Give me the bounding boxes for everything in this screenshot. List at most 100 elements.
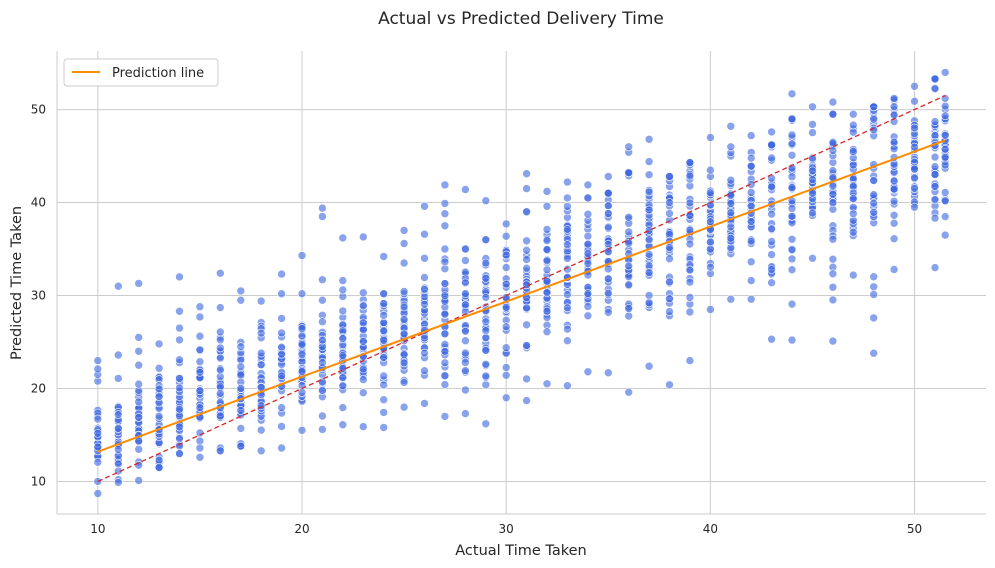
data-point [930,74,940,84]
data-point [277,403,286,412]
data-point [195,436,205,446]
data-point [114,281,123,291]
data-point [338,403,348,412]
data-point [746,257,756,267]
data-point [175,449,184,458]
data-point [644,170,654,179]
data-point [869,348,879,358]
data-point [358,388,368,398]
data-point [828,146,838,155]
data-point [808,166,817,176]
data-point [236,295,246,305]
x-tick-label: 40 [703,522,718,536]
data-point [134,444,143,454]
data-point [828,109,838,119]
data-point [318,212,327,221]
data-point [930,84,940,93]
x-tick-label: 10 [90,522,105,536]
data-point [767,224,776,233]
data-point [501,322,511,332]
data-point [726,294,736,304]
data-point [726,233,736,243]
data-point [583,259,593,268]
data-point [440,244,450,254]
data-point [828,97,838,107]
data-point [583,180,593,190]
data-point [379,289,389,299]
data-point [930,195,940,204]
data-point [665,198,674,207]
data-point [563,336,572,346]
data-point [134,279,143,288]
data-point [379,335,389,345]
data-point [216,327,225,337]
data-point [440,257,450,267]
data-point [175,306,184,316]
data-point [379,252,389,261]
data-point [379,299,389,308]
data-point [256,328,266,338]
data-point [746,236,756,246]
data-point [542,187,552,196]
data-point [624,304,634,313]
data-point [399,329,409,339]
data-point [93,364,103,374]
data-point [440,346,450,356]
data-point [134,460,143,470]
data-point [236,406,246,415]
data-point [236,370,246,380]
data-point [583,249,593,258]
data-point [767,140,776,150]
data-point [399,239,409,248]
data-point [930,162,940,171]
data-point [277,314,286,323]
data-point [522,396,531,405]
data-point [297,350,307,359]
data-point [93,356,103,365]
data-point [726,142,736,152]
data-point [420,273,429,282]
data-point [828,198,838,207]
data-point [399,350,409,360]
data-point [542,379,552,389]
data-point [644,268,654,277]
data-point [379,380,389,390]
data-point [134,333,143,342]
ideal-reference-line [97,95,946,483]
data-point [563,254,572,263]
data-point [256,296,266,306]
data-point [665,209,674,218]
data-point [522,207,531,217]
tick-labels: 10 20 30 40 50 10 20 30 40 50 [31,103,922,536]
data-point [665,172,674,181]
data-point [420,399,429,408]
data-point [481,419,491,429]
data-point [787,235,797,244]
data-point [787,335,797,345]
data-point [746,188,756,197]
data-point [848,109,858,119]
data-point [767,127,776,137]
data-point [440,180,450,190]
data-point [379,408,389,417]
data-point [563,290,572,299]
data-point [940,212,950,221]
data-point [216,335,225,345]
data-point [501,250,511,260]
data-point [114,374,123,383]
data-point [910,173,919,182]
data-point [501,343,511,353]
data-point [522,255,531,264]
data-point [297,324,307,333]
data-point [583,289,593,298]
data-point [644,298,654,308]
data-point [828,254,838,264]
data-point [358,301,368,311]
data-point [461,289,470,298]
data-point [930,213,940,223]
data-point [787,151,797,160]
data-point [940,101,950,111]
data-point [440,221,450,231]
data-point [828,234,838,244]
data-point [940,230,950,240]
